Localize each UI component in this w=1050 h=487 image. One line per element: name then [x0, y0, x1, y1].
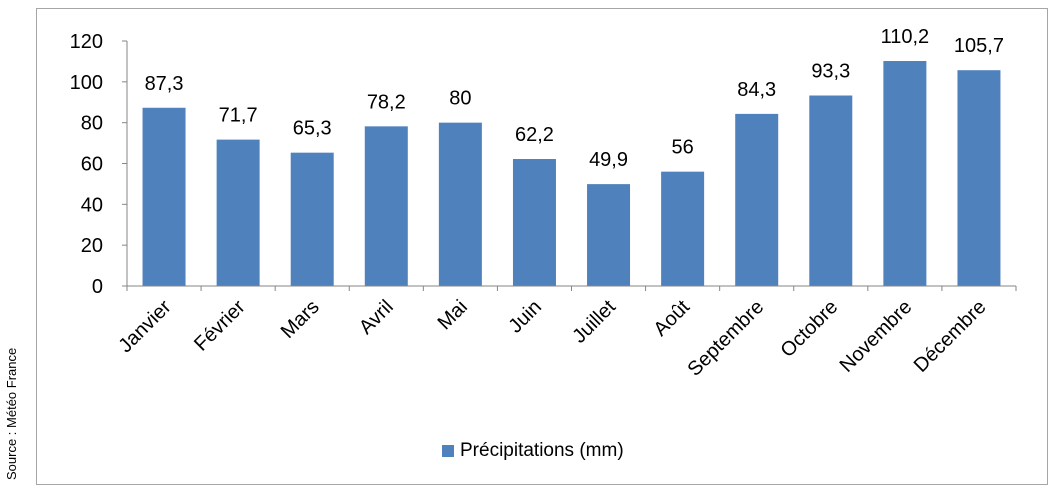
value-label: 56 [672, 137, 694, 159]
y-tick-label: 20 [81, 235, 103, 257]
x-axis: Janvier Février Mars Avril Mai Juin Juillet Aoû… [114, 285, 1017, 381]
category-label: Septembre [684, 296, 769, 381]
value-label: 110,2 [881, 26, 930, 48]
category-label: Décembre [910, 296, 991, 377]
category-label: Février [190, 296, 250, 356]
bar [438, 122, 482, 287]
value-label: 62,2 [515, 124, 554, 146]
bar [364, 126, 408, 286]
category-label: Mai [434, 296, 472, 334]
bar [809, 95, 853, 286]
category-label: Mars [277, 296, 324, 343]
bar [142, 107, 186, 286]
bar [883, 61, 927, 287]
category-label: Juillet [568, 296, 620, 348]
category-label: Avril [355, 296, 398, 339]
y-tick-label: 60 [81, 154, 103, 176]
value-label: 84,3 [737, 79, 776, 101]
value-label: 87,3 [145, 73, 184, 95]
y-tick-label: 0 [92, 276, 103, 298]
bar [735, 113, 779, 286]
category-label: Janvier [114, 296, 175, 357]
value-label: 80 [449, 88, 471, 110]
y-tick-label: 100 [70, 72, 103, 94]
legend-swatch [442, 445, 454, 457]
bar [957, 70, 1001, 286]
legend: Précipitations (mm) [442, 440, 624, 462]
source-note: Source : Météo France [4, 347, 19, 480]
chart-frame [36, 8, 1048, 485]
y-tick-label: 120 [70, 31, 103, 53]
value-label: 105,7 [954, 35, 1004, 57]
category-label: Juin [504, 296, 546, 338]
bar [512, 159, 556, 286]
bars [142, 61, 1001, 287]
bar [661, 171, 705, 286]
category-label: Août [650, 296, 695, 341]
value-label: 93,3 [811, 61, 850, 83]
bar [216, 139, 260, 286]
y-tick-label: 80 [81, 113, 103, 135]
value-label: 65,3 [293, 118, 332, 140]
y-tick-label: 40 [81, 194, 103, 216]
category-label: Octobre [776, 296, 842, 362]
bar [587, 184, 631, 286]
y-axis: 0 20 40 60 80 100 120 [70, 31, 128, 298]
value-label: 49,9 [589, 149, 628, 171]
category-label: Novembre [836, 296, 917, 377]
legend-label: Précipitations (mm) [460, 440, 624, 461]
value-label: 71,7 [219, 105, 258, 127]
value-labels: 87,3 71,7 65,3 78,2 80 62,2 49,9 56 84,3 93,3 110,… [145, 26, 1004, 171]
value-label: 78,2 [367, 91, 406, 113]
bar [290, 152, 334, 286]
